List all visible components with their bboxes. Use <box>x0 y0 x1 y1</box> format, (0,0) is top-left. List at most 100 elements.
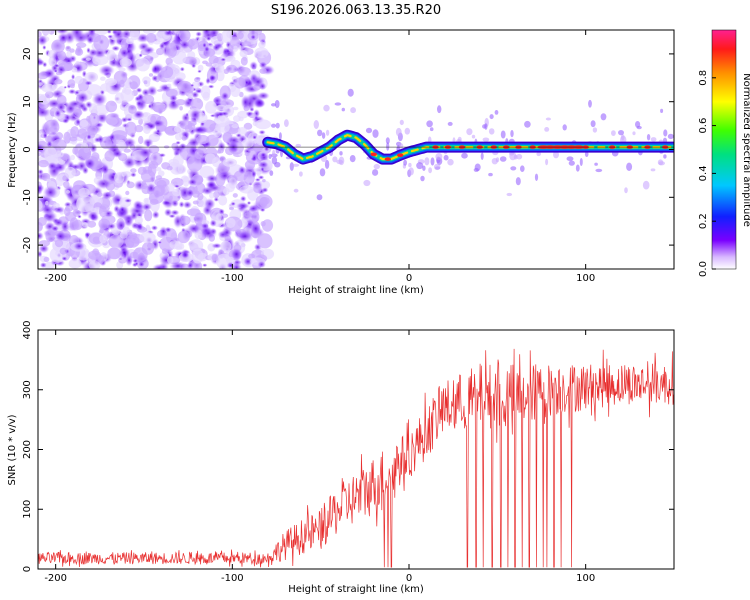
noise-blob <box>212 43 221 52</box>
snr-y-label: SNR (10 * v/v) <box>7 414 18 485</box>
scatter-point <box>278 132 282 140</box>
noise-blob <box>63 85 67 89</box>
scatter-point <box>489 114 494 120</box>
noise-blob <box>182 176 190 187</box>
noise-blob <box>192 200 199 205</box>
noise-blob <box>120 89 135 102</box>
noise-blob <box>53 202 60 208</box>
tick-label: 100 <box>576 273 595 284</box>
scatter-point <box>553 150 559 159</box>
noise-blob <box>126 181 135 189</box>
tick-label: 0 <box>22 146 33 152</box>
scatter-point <box>323 104 330 112</box>
tick-label: 0 <box>22 566 33 572</box>
scatter-point <box>422 165 426 171</box>
scatter-point <box>584 151 589 158</box>
noise-blob <box>250 222 262 236</box>
noise-blob <box>175 133 183 141</box>
noise-blob <box>99 234 107 244</box>
scatter-point <box>595 168 603 173</box>
noise-blob <box>51 89 64 99</box>
noise-blob <box>67 88 77 95</box>
noise-blob <box>215 213 222 222</box>
scatter-point <box>339 151 343 156</box>
noise-blob <box>71 73 76 80</box>
scatter-point <box>319 168 326 177</box>
tick-label: 200 <box>22 440 33 459</box>
noise-blob <box>239 185 255 194</box>
tick-label: -10 <box>22 189 33 205</box>
noise-blob <box>207 84 215 89</box>
noise-blob <box>105 100 118 113</box>
noise-blob <box>191 248 204 264</box>
scatter-point <box>317 129 323 137</box>
noise-blob <box>138 261 145 268</box>
noise-blob <box>158 153 166 158</box>
scatter-point <box>642 180 650 190</box>
tick-label: 10 <box>22 95 33 108</box>
scatter-point <box>600 113 607 121</box>
noise-blob <box>173 184 180 189</box>
noise-blob <box>107 247 121 260</box>
tick-label: 300 <box>22 380 33 399</box>
noise-blob <box>143 197 149 204</box>
scatter-point <box>466 128 473 136</box>
noise-blob <box>130 168 137 174</box>
noise-blob <box>181 251 190 259</box>
noise-blob <box>166 165 173 171</box>
noise-blob <box>189 239 204 252</box>
scatter-point <box>274 100 280 108</box>
scatter-point <box>284 119 289 127</box>
noise-blob <box>70 154 75 161</box>
noise-blob <box>157 240 162 244</box>
scatter-point <box>428 167 432 174</box>
noise-blob <box>205 36 212 42</box>
noise-blob <box>92 236 101 244</box>
noise-blob <box>231 261 242 269</box>
scatter-point <box>534 173 539 181</box>
noise-blob <box>257 260 266 269</box>
noise-blob <box>46 178 52 182</box>
noise-blob <box>87 220 97 228</box>
noise-blob <box>257 233 273 249</box>
noise-blob <box>99 205 107 217</box>
noise-blob <box>38 200 43 210</box>
scatter-point <box>416 162 424 170</box>
scatter-point <box>562 124 567 131</box>
scatter-point <box>429 127 434 132</box>
noise-blob <box>179 66 185 72</box>
scatter-point <box>321 132 326 139</box>
scatter-point <box>575 164 580 172</box>
noise-blob <box>125 37 134 45</box>
noise-blob <box>138 135 144 145</box>
noise-blob <box>38 250 43 258</box>
noise-blob <box>105 113 120 126</box>
noise-blob <box>95 30 108 35</box>
noise-blob <box>146 243 155 249</box>
noise-blob <box>119 48 129 58</box>
noise-blob <box>158 42 166 50</box>
noise-blob <box>122 156 136 169</box>
noise-blob <box>200 222 210 230</box>
snr-panel: -200 -100 0 100 0 100 200 300 400 Height of stra… <box>7 320 675 595</box>
noise-blob <box>179 120 193 130</box>
noise-blob <box>238 67 251 77</box>
noise-blob <box>38 93 45 101</box>
scatter-point <box>663 129 668 137</box>
noise-blob <box>261 187 269 193</box>
noise-blob <box>95 178 112 190</box>
noise-blob <box>218 195 228 206</box>
noise-blob <box>125 235 140 248</box>
scatter-point <box>399 119 404 126</box>
noise-blob <box>161 200 171 206</box>
scatter-point <box>646 134 651 141</box>
noise-blob <box>125 121 137 136</box>
scatter-point <box>545 117 552 121</box>
noise-blob <box>205 101 217 114</box>
noise-blob <box>78 187 90 198</box>
noise-blob <box>41 30 52 35</box>
noise-blob <box>167 183 175 192</box>
noise-blob <box>169 195 173 200</box>
noise-blob <box>43 68 56 79</box>
tick-label: 0.8 <box>698 70 709 86</box>
